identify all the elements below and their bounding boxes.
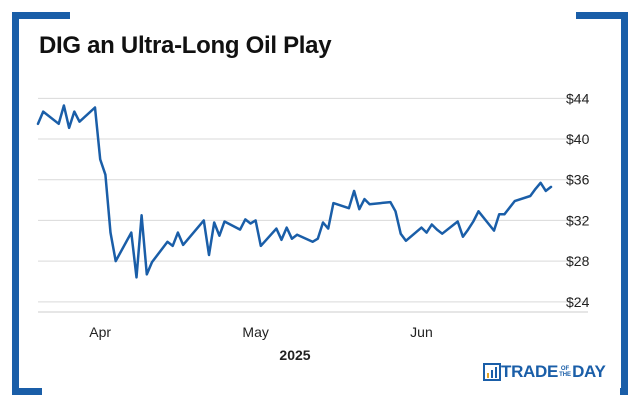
grid-lines: [38, 97, 588, 303]
frame-right-top-cap: [576, 12, 628, 19]
frame-right-bar: [621, 12, 628, 395]
frame-left-top-cap: [12, 12, 70, 19]
frame-right-bottom-cap: [620, 388, 628, 395]
y-axis-ticks: $24 $28 $32 $36 $40 $44: [566, 90, 590, 309]
x-tick-label-apr: Apr: [89, 324, 111, 340]
y-tick-label: $44: [566, 90, 590, 106]
y-tick-label: $28: [566, 253, 590, 269]
x-axis-ticks: Apr May Jun: [89, 324, 432, 340]
logo-text-trade: TRADE: [501, 362, 559, 381]
bar-chart-logo-icon: [483, 363, 501, 381]
series-line: [36, 104, 553, 279]
x-tick-label-may: May: [242, 324, 268, 340]
y-tick-label: $40: [566, 131, 590, 147]
y-tick-label: $32: [566, 212, 590, 228]
logo-small-the: THE: [559, 372, 572, 378]
chart-title: DIG an Ultra-Long Oil Play: [39, 32, 332, 59]
logo-small-of: OF: [560, 366, 570, 372]
y-tick-label: $24: [566, 294, 590, 310]
y-tick-label: $36: [566, 172, 590, 188]
logo-text-day: DAY: [572, 362, 606, 381]
trade-of-the-day-logo: TRADE OF THE DAY: [483, 362, 606, 382]
logo-small-text: OF THE: [559, 366, 571, 378]
x-axis-year-label: 2025: [279, 347, 310, 363]
frame-left-bottom-cap: [12, 388, 42, 395]
series-group: [36, 104, 553, 279]
x-tick-label-jun: Jun: [410, 324, 433, 340]
frame-left-bar: [12, 12, 19, 395]
